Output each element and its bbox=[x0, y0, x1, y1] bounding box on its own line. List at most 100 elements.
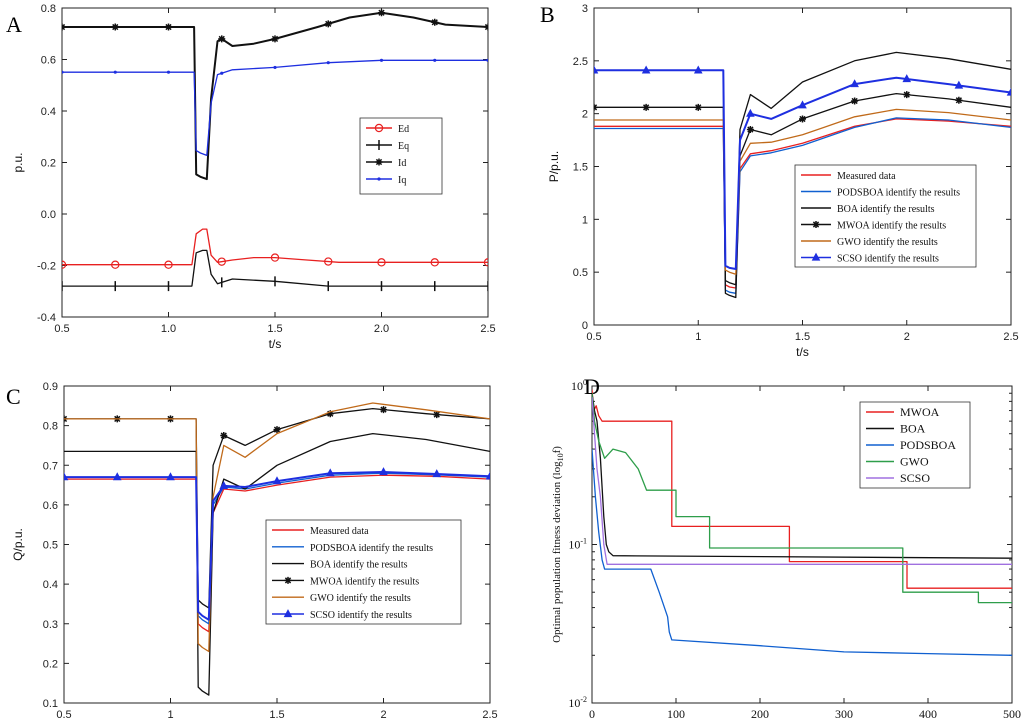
series-marker bbox=[271, 35, 279, 43]
series-line-gwo-identify-the-results bbox=[64, 402, 490, 653]
x-tick-label: 2 bbox=[904, 331, 910, 343]
y-tick-label: 10-1 bbox=[568, 537, 587, 552]
x-tick-label: 300 bbox=[835, 707, 853, 721]
y-tick-label: 0.8 bbox=[43, 421, 58, 433]
legend-marker bbox=[374, 123, 384, 133]
series-marker bbox=[377, 258, 386, 267]
x-tick-label: 1.5 bbox=[267, 323, 282, 335]
series-marker bbox=[486, 58, 488, 62]
legend-label: Id bbox=[398, 158, 406, 169]
y-tick-label: 10-2 bbox=[568, 695, 587, 710]
x-tick-label: 1 bbox=[167, 709, 173, 721]
series-marker bbox=[113, 70, 117, 74]
panel-label-b: B bbox=[540, 2, 555, 27]
legend-label: BOA identify the results bbox=[310, 560, 408, 571]
y-tick-label: 0.6 bbox=[43, 500, 58, 512]
x-axis-label: t/s bbox=[796, 345, 809, 359]
series-marker bbox=[483, 258, 488, 267]
series-marker bbox=[799, 115, 806, 123]
chart-panel-c: 0.511.522.50.10.20.30.40.50.60.70.80.9t/… bbox=[6, 381, 498, 721]
series-marker bbox=[433, 58, 437, 62]
series-marker bbox=[62, 23, 66, 31]
series-marker bbox=[166, 472, 175, 481]
legend: Ed Eq Id Iq bbox=[359, 117, 443, 195]
legend-label: BOA identify the results bbox=[837, 204, 935, 215]
series-marker bbox=[217, 257, 226, 266]
series-line-gwo bbox=[592, 393, 1012, 604]
legend-label: Iq bbox=[398, 175, 406, 186]
series-group bbox=[592, 389, 1012, 656]
y-tick-label: 0.4 bbox=[41, 106, 56, 118]
legend-label: PODSBOA bbox=[900, 438, 956, 452]
legend-label: SCSO bbox=[900, 471, 930, 485]
y-tick-label: 0.6 bbox=[41, 55, 56, 67]
series-line-eq bbox=[62, 249, 488, 287]
series-marker bbox=[379, 58, 384, 62]
legend-marker bbox=[811, 252, 821, 261]
legend: Measured data PODSBOA identify the result… bbox=[265, 519, 462, 625]
x-tick-label: 0.5 bbox=[56, 709, 71, 721]
x-tick-label: 2.5 bbox=[1003, 331, 1018, 343]
legend-marker bbox=[812, 221, 820, 228]
legend-label: Ed bbox=[398, 124, 409, 135]
series-marker bbox=[64, 472, 69, 481]
series-marker bbox=[272, 476, 282, 485]
series-line-scso bbox=[592, 397, 1012, 565]
series-marker bbox=[850, 79, 859, 88]
series-marker bbox=[594, 65, 599, 74]
series-marker bbox=[746, 126, 754, 134]
series-marker bbox=[324, 257, 333, 266]
y-tick-label: 0.8 bbox=[41, 3, 56, 15]
series-marker bbox=[220, 71, 224, 75]
x-tick-label: 1.5 bbox=[795, 331, 810, 343]
legend-label: GWO identify the results bbox=[837, 237, 938, 248]
series-marker bbox=[325, 468, 335, 477]
series-line-boa-identify-the-results bbox=[64, 432, 490, 696]
series-line-id bbox=[62, 11, 488, 181]
series-marker bbox=[62, 260, 67, 269]
legend-label: PODSBOA identify the results bbox=[310, 543, 433, 554]
series-marker bbox=[430, 258, 439, 267]
series-group bbox=[62, 9, 488, 292]
series-marker bbox=[326, 410, 334, 418]
x-tick-label: 400 bbox=[919, 707, 937, 721]
legend: Measured data PODSBOA identify the result… bbox=[794, 164, 977, 268]
x-tick-label: 1.0 bbox=[161, 323, 176, 335]
chart-panel-d: 010020030040050010-210-1100IterationsOpt… bbox=[551, 374, 1021, 721]
series-marker bbox=[798, 100, 807, 109]
y-tick-label: 2 bbox=[582, 109, 588, 121]
y-tick-label: -0.2 bbox=[37, 261, 56, 273]
series-marker bbox=[219, 481, 229, 489]
y-tick-label: 100 bbox=[571, 378, 587, 393]
x-tick-label: 200 bbox=[751, 707, 769, 721]
series-line-boa bbox=[592, 393, 1012, 559]
series-marker bbox=[378, 9, 385, 17]
y-tick-label: 0.1 bbox=[43, 698, 58, 710]
series-marker bbox=[955, 96, 963, 104]
series-marker bbox=[431, 18, 439, 26]
series-marker bbox=[485, 471, 490, 480]
series-marker bbox=[694, 103, 702, 111]
legend-box bbox=[265, 519, 462, 625]
y-axis-label: Q/p.u. bbox=[11, 528, 25, 561]
chart-panel-b: 0.5 1 1.5 2 2.500.511.522.53t/sP/p.u.BMeasur… bbox=[540, 2, 1019, 359]
legend-label: Measured data bbox=[310, 526, 369, 537]
y-tick-label: 0.2 bbox=[43, 658, 58, 670]
x-tick-label: 100 bbox=[667, 707, 685, 721]
legend-box bbox=[794, 164, 977, 268]
series-marker bbox=[380, 406, 387, 414]
x-tick-label: 500 bbox=[1003, 707, 1021, 721]
x-tick-label: 1 bbox=[695, 331, 701, 343]
x-tick-label: 0 bbox=[589, 707, 595, 721]
y-axis-label: P/p.u. bbox=[547, 151, 561, 182]
x-tick-label: 0.5 bbox=[586, 331, 601, 343]
y-tick-label: 2.5 bbox=[573, 56, 588, 68]
series-marker bbox=[273, 426, 281, 434]
series-line-iq bbox=[62, 59, 488, 157]
series-marker bbox=[273, 65, 277, 70]
series-marker bbox=[641, 65, 651, 74]
series-marker bbox=[270, 253, 280, 262]
series-marker bbox=[903, 91, 911, 99]
x-tick-label: 2.5 bbox=[482, 709, 497, 721]
